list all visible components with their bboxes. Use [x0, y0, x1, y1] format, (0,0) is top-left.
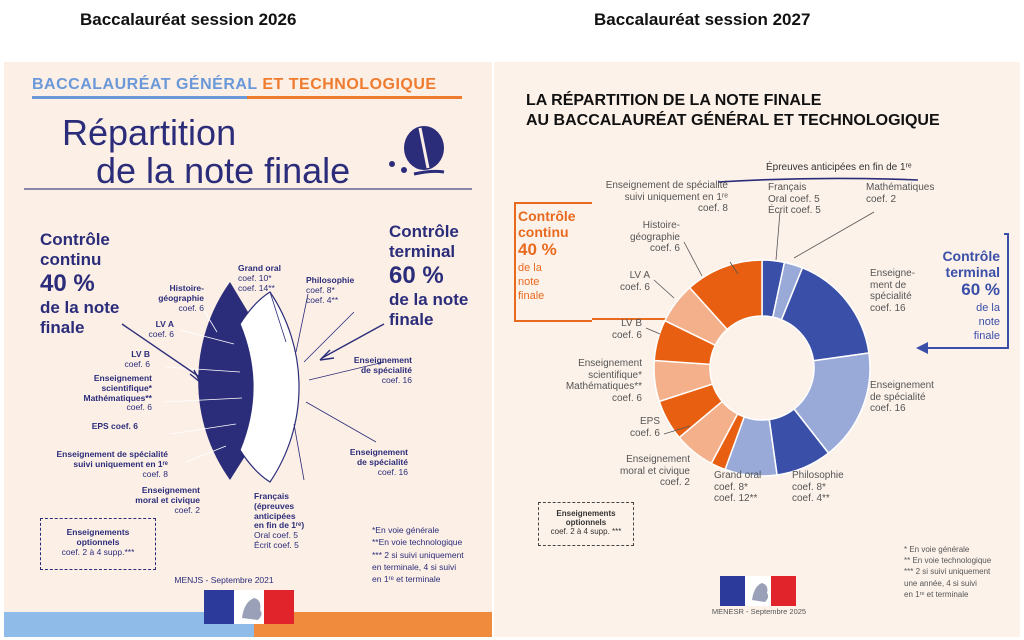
leader-eps: [663, 425, 691, 435]
ct-line4: finale: [389, 310, 434, 329]
cc-pointer-line: [121, 323, 205, 381]
label2-histoire-geo: Histoire-géographie coef. 6: [629, 220, 680, 254]
cc-line1: Contrôle: [40, 230, 110, 249]
anticipated-underline: [717, 177, 919, 183]
header-session-2027: Baccalauréat session 2027: [594, 10, 811, 29]
leader-lvb: [645, 327, 661, 335]
leader-histoire-geo: [683, 241, 703, 277]
leader-maths: [793, 211, 875, 259]
label-histoire-geo: Histoire-géographie coef. 6: [158, 283, 204, 313]
title-line2: de la note finale: [96, 150, 351, 191]
cc2-line1: Contrôle: [518, 208, 576, 224]
label-spe-b: Enseignement de spécialité coef. 16: [349, 447, 408, 477]
label-maths-2027: Mathématiques coef. 2: [866, 182, 935, 205]
banner-underline: [32, 96, 462, 99]
ct2-percent: 60 %: [961, 280, 1000, 299]
optional-courses-box-2027: Enseignements optionnels coef. 2 à 4 sup…: [538, 502, 634, 546]
cc-bracket: [514, 202, 592, 322]
panel-2027: LA RÉPARTITION DE LA NOTE FINALE AU BACC…: [494, 62, 1020, 637]
marianne-logo-2027-icon: [720, 576, 796, 606]
donut-chart-2027: [645, 211, 875, 477]
leader-spe-premiere: [729, 261, 739, 275]
panel-2026: BACCALAURÉAT GÉNÉRAL ET TECHNOLOGIQUE Ré…: [4, 62, 492, 637]
ct-line2: terminal: [389, 242, 456, 261]
title-rule: [24, 188, 472, 190]
ct-percent: 60 %: [389, 262, 444, 289]
label-francais-2027: Français Oral coef. 5 Écrit coef. 5: [768, 182, 821, 216]
cc2-percent: 40 %: [518, 240, 557, 259]
label-philosophie: Philosophie coef. 8* coef. 4**: [306, 275, 355, 305]
banner-technologique: ET TECHNOLOGIQUE: [262, 76, 437, 93]
label2-philosophie: Philosophie coef. 8* coef. 4**: [792, 470, 844, 504]
coin-decoration-icon: [389, 126, 445, 176]
label2-grand-oral: Grand oral coef. 8* coef. 12**: [714, 470, 762, 504]
ct2-line4: note: [978, 316, 1000, 328]
label2-emc: Enseignement moral et civique coef. 2: [619, 454, 690, 488]
cc-line4: finale: [40, 318, 85, 337]
label-ens-scientifique: Enseignement scientifique* Mathématiques**…: [83, 373, 153, 413]
ct-pointer-line: [321, 323, 385, 359]
leader-lva: [653, 279, 675, 299]
ct-line1: Contrôle: [389, 222, 459, 241]
ct-line3: de la note: [389, 290, 469, 309]
title-2027-line1: LA RÉPARTITION DE LA NOTE FINALE: [526, 92, 822, 109]
anticipated-title: Épreuves anticipées en fin de 1ʳᵉ: [766, 162, 912, 173]
wedge-cc-dividers: [163, 303, 243, 463]
banner-general: BACCALAURÉAT GÉNÉRAL: [32, 76, 258, 93]
cc-line3: de la note: [40, 298, 120, 317]
cc2-line4: note: [518, 276, 540, 288]
label-spe-premiere: Enseignement de spécialité suivi uniqueme…: [56, 449, 168, 479]
label2-eps: EPS coef. 6: [629, 416, 660, 439]
ct2-line5: finale: [973, 330, 1000, 342]
label2-ens-scientifique: Enseignement scientifique* Mathématiques**…: [565, 358, 642, 404]
cc2-line5: finale: [518, 290, 545, 302]
seg-spe-premiere: [688, 259, 763, 331]
label-emc: Enseignement moral et civique coef. 2: [135, 485, 200, 515]
footnotes-2027: * En voie générale ** En voie technologi…: [904, 545, 992, 599]
label2-spe-a: Enseigne-ment de spécialité coef. 16: [870, 268, 916, 314]
leader-francais: [775, 211, 781, 261]
optional-courses-box: Enseignements optionnels coef. 2 à 4 sup…: [40, 518, 156, 570]
chart-2026: [121, 282, 385, 483]
ct-bracket-arrow: [916, 233, 1009, 354]
wedge-ct-dividers: [269, 291, 385, 481]
label-spe-a: Enseignement de spécialité coef. 16: [353, 355, 412, 385]
cc2-line2: continu: [518, 224, 569, 240]
credit-2027: MENESR - Septembre 2025: [711, 607, 807, 616]
label2-spe-premiere: Enseignement de spécialité suivi uniqueme…: [605, 180, 728, 214]
marianne-logo-icon: [204, 590, 294, 624]
label2-spe-b: Enseignement de spécialité coef. 16: [870, 380, 934, 414]
credit-2026: MENJS - Septembre 2021: [174, 575, 274, 585]
label-grand-oral: Grand oral coef. 10* coef. 14**: [238, 263, 281, 293]
label-francais: Français (épreuves anticipées en fin de 1ʳᵉ…: [254, 491, 305, 550]
cc-percent: 40 %: [40, 270, 95, 297]
footnotes-2026: *En voie générale **En voie technologiqu…: [372, 525, 464, 585]
title-2027-line2: AU BACCALAURÉAT GÉNÉRAL ET TECHNOLOGIQUE: [526, 112, 940, 129]
cc2-line3: de la: [518, 262, 542, 274]
label-eps: EPS coef. 6: [91, 421, 138, 431]
ct2-line3: de la: [976, 302, 1000, 314]
ct2-line1: Contrôle: [942, 248, 1000, 264]
cc-line2: continu: [40, 250, 102, 269]
title-line1: Répartition: [62, 112, 237, 153]
ct2-line2: terminal: [945, 264, 1000, 280]
header-session-2026: Baccalauréat session 2026: [80, 10, 297, 29]
